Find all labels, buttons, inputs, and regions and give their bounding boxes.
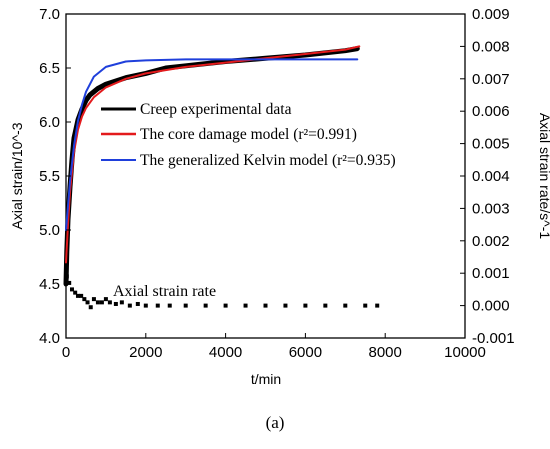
figure-caption: (a): [266, 413, 285, 432]
data-point: [203, 303, 208, 308]
series-layer: [63, 45, 380, 310]
y-right-tick-label: 0.000: [472, 298, 510, 315]
y-left-tick-label: 6.0: [39, 114, 60, 131]
y-right-tick-label: 0.006: [472, 103, 510, 120]
y-right-tick-label: 0.004: [472, 168, 510, 185]
data-point: [323, 303, 328, 308]
data-point: [64, 274, 69, 279]
data-point: [67, 280, 72, 285]
series-the-generalized-kelvin-model-r-0-935: [65, 58, 359, 231]
data-point: [107, 300, 112, 305]
y-axis-left-title: Axial strain/10^-3: [9, 122, 25, 229]
data-point: [119, 300, 124, 305]
data-point: [73, 290, 78, 295]
y-right-tick-label: 0.007: [472, 71, 510, 88]
y-right-tick-label: 0.001: [472, 265, 510, 282]
x-tick-label: 2000: [129, 344, 162, 361]
data-point: [82, 297, 87, 302]
data-point: [99, 300, 104, 305]
data-point: [91, 297, 96, 302]
y-right-tick-label: 0.008: [472, 38, 510, 55]
data-point: [85, 300, 90, 305]
y-left-tick-label: 5.5: [39, 168, 60, 185]
y-right-tick-label: 0.005: [472, 136, 510, 153]
series-axial-strain-rate: [64, 274, 380, 310]
data-point: [343, 303, 348, 308]
x-tick-label: 4000: [209, 344, 242, 361]
data-point: [223, 303, 228, 308]
data-point: [135, 301, 140, 306]
data-point: [79, 293, 84, 298]
data-point: [243, 303, 248, 308]
data-point: [283, 303, 288, 308]
data-point: [155, 303, 160, 308]
y-axis-right-title: Axial strain rate/s^-1: [537, 113, 550, 240]
x-axis-title: t/min: [251, 371, 281, 387]
data-point: [303, 303, 308, 308]
x-tick-label: 0: [62, 344, 70, 361]
y-left-tick-label: 7.0: [39, 6, 60, 23]
x-tick-label: 8000: [369, 344, 402, 361]
legend-label-core-damage: The core damage model (r²=0.991): [140, 126, 357, 143]
y-left-tick-label: 5.0: [39, 222, 60, 239]
y-right-tick-label: 0.003: [472, 200, 510, 217]
data-point: [263, 303, 268, 308]
y-left-tick-label: 4.0: [39, 330, 60, 347]
y-left-tick-label: 4.5: [39, 276, 60, 293]
legend-label-experimental: Creep experimental data: [140, 101, 292, 118]
data-point: [103, 297, 108, 302]
legend-label-kelvin: The generalized Kelvin model (r²=0.935): [140, 152, 396, 169]
data-point: [69, 287, 74, 292]
data-point: [143, 303, 148, 308]
data-point: [167, 303, 172, 308]
data-point: [95, 300, 100, 305]
y-right-tick-label: 0.009: [472, 6, 510, 23]
y-right-tick-label: -0.001: [472, 330, 515, 347]
annotation-strain-rate: Axial strain rate: [113, 283, 216, 300]
data-point: [363, 303, 368, 308]
data-point: [113, 301, 118, 306]
data-point: [127, 303, 132, 308]
ticks-layer: 0 2000 4000 6000 8000 10000 4.0 4.5 5.0 5.5 6.0 6.5…: [39, 6, 514, 361]
legend: Creep experimental data The core damage …: [101, 101, 396, 169]
data-point: [375, 303, 380, 308]
y-right-tick-label: 0.002: [472, 233, 510, 250]
data-point: [88, 305, 93, 310]
x-tick-label: 6000: [289, 344, 322, 361]
data-point: [183, 303, 188, 308]
x-tick-label: 10000: [444, 344, 486, 361]
y-left-tick-label: 6.5: [39, 60, 60, 77]
data-point: [75, 293, 80, 298]
